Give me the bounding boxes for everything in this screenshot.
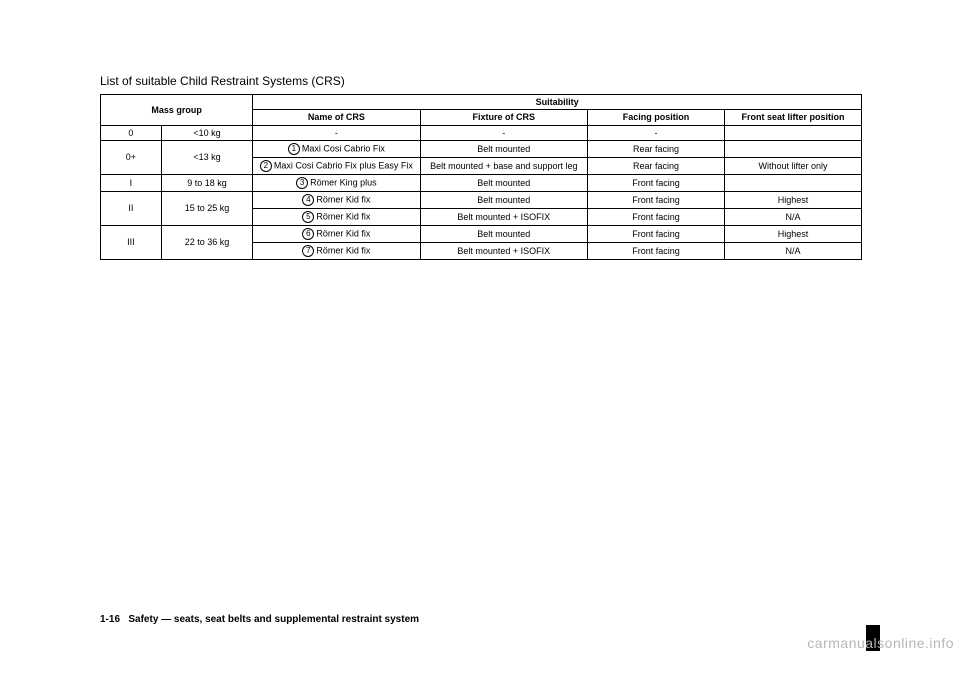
cell-fixture: Belt mounted + ISOFIX — [420, 209, 587, 226]
col-mass-group: Mass group — [101, 95, 253, 126]
col-facing-position: Facing position — [588, 110, 725, 125]
cell-lifter: Highest — [724, 226, 861, 243]
cell-fixture: Belt mounted — [420, 141, 587, 158]
crs-name-text: Maxi Cosi Cabrio Fix plus Easy Fix — [274, 160, 413, 170]
circled-number-icon: 4 — [302, 194, 314, 206]
cell-lifter: N/A — [724, 243, 861, 260]
cell-mass: 15 to 25 kg — [161, 192, 252, 226]
col-suitability: Suitability — [253, 95, 862, 110]
crs-table: Mass group Suitability Name of CRS Fixtu… — [100, 94, 862, 260]
cell-name: 7Römer Kid fix — [253, 243, 420, 260]
crs-name-text: Maxi Cosi Cabrio Fix — [302, 143, 385, 153]
cell-lifter: Highest — [724, 192, 861, 209]
cell-name: 3Römer King plus — [253, 175, 420, 192]
cell-facing: Front facing — [588, 175, 725, 192]
table-row: 0 <10 kg - - - — [101, 125, 862, 140]
cell-facing: Rear facing — [588, 158, 725, 175]
crs-name-text: Römer Kid fix — [316, 194, 370, 204]
table-row: 0+ <13 kg 1Maxi Cosi Cabrio Fix Belt mou… — [101, 141, 862, 158]
cell-facing: - — [588, 125, 725, 140]
circled-number-icon: 3 — [296, 177, 308, 189]
cell-fixture: Belt mounted — [420, 226, 587, 243]
table-row: I 9 to 18 kg 3Römer King plus Belt mount… — [101, 175, 862, 192]
cell-name: - — [253, 125, 420, 140]
cell-lifter: N/A — [724, 209, 861, 226]
cell-facing: Front facing — [588, 192, 725, 209]
circled-number-icon: 5 — [302, 211, 314, 223]
cell-name: 5Römer Kid fix — [253, 209, 420, 226]
circled-number-icon: 2 — [260, 160, 272, 172]
cell-mass: <13 kg — [161, 141, 252, 175]
cell-fixture: Belt mounted + base and support leg — [420, 158, 587, 175]
circled-number-icon: 1 — [288, 143, 300, 155]
col-front-seat-lifter: Front seat lifter position — [724, 110, 861, 125]
cell-group: III — [101, 226, 162, 260]
page-number: 1-16 — [100, 614, 120, 625]
cell-group: 0+ — [101, 141, 162, 175]
cell-lifter: Without lifter only — [724, 158, 861, 175]
crs-name-text: Römer Kid fix — [316, 228, 370, 238]
table-row: III 22 to 36 kg 6Römer Kid fix Belt moun… — [101, 226, 862, 243]
crs-name-text: Römer King plus — [310, 177, 377, 187]
cell-facing: Front facing — [588, 209, 725, 226]
watermark-text: carmanualsonline.info — [807, 635, 954, 651]
cell-fixture: - — [420, 125, 587, 140]
cell-facing: Front facing — [588, 243, 725, 260]
cell-fixture: Belt mounted — [420, 175, 587, 192]
circled-number-icon: 6 — [302, 228, 314, 240]
cell-group: II — [101, 192, 162, 226]
cell-name: 1Maxi Cosi Cabrio Fix — [253, 141, 420, 158]
circled-number-icon: 7 — [302, 245, 314, 257]
crs-name-text: Römer Kid fix — [316, 245, 370, 255]
page-footer: 1-16 Safety — seats, seat belts and supp… — [100, 614, 419, 625]
col-fixture-crs: Fixture of CRS — [420, 110, 587, 125]
cell-lifter — [724, 125, 861, 140]
table-header-row-1: Mass group Suitability — [101, 95, 862, 110]
cell-name: 6Römer Kid fix — [253, 226, 420, 243]
section-title: Safety — seats, seat belts and supplemen… — [128, 614, 419, 625]
col-name-crs: Name of CRS — [253, 110, 420, 125]
table-row: II 15 to 25 kg 4Römer Kid fix Belt mount… — [101, 192, 862, 209]
cell-mass: 22 to 36 kg — [161, 226, 252, 260]
cell-facing: Front facing — [588, 226, 725, 243]
cell-mass: 9 to 18 kg — [161, 175, 252, 192]
cell-fixture: Belt mounted — [420, 192, 587, 209]
page-content: List of suitable Child Restraint Systems… — [100, 74, 862, 260]
cell-mass: <10 kg — [161, 125, 252, 140]
cell-name: 4Römer Kid fix — [253, 192, 420, 209]
cell-fixture: Belt mounted + ISOFIX — [420, 243, 587, 260]
table-title: List of suitable Child Restraint Systems… — [100, 74, 862, 88]
cell-group: I — [101, 175, 162, 192]
cell-lifter — [724, 141, 861, 158]
cell-facing: Rear facing — [588, 141, 725, 158]
cell-group: 0 — [101, 125, 162, 140]
cell-name: 2Maxi Cosi Cabrio Fix plus Easy Fix — [253, 158, 420, 175]
crs-name-text: Römer Kid fix — [316, 211, 370, 221]
cell-lifter — [724, 175, 861, 192]
